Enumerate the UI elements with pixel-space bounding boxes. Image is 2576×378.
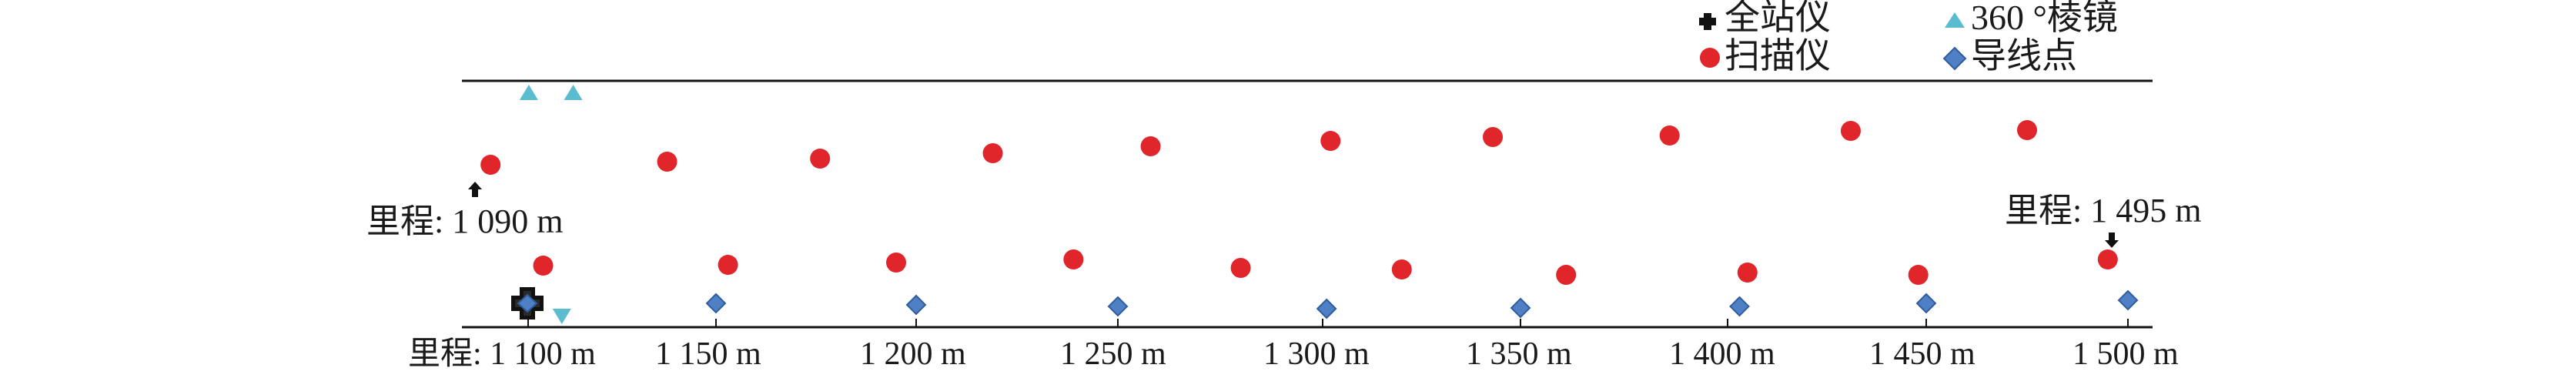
legend-traverse-point-icon <box>1942 46 1967 71</box>
traverse-point-1350 <box>1510 297 1531 319</box>
axis-tick-marks <box>527 319 2129 327</box>
axis-tick-label-1300: 1 300 m <box>1263 336 1370 372</box>
mileage-start-callout: 里程: 1 090 m <box>366 182 563 240</box>
legend-total-station-label: 全站仪 <box>1725 0 1831 37</box>
scanner-point-1280 <box>1230 258 1251 278</box>
total-station-marker <box>511 287 544 319</box>
legend-prism-icon <box>1945 12 1965 28</box>
scanner-point-1361 <box>1556 265 1577 285</box>
axis-tick-label-1250: 1 250 m <box>1060 336 1166 372</box>
mileage-end-label: 里程: 1 495 m <box>2005 192 2201 229</box>
traverse-point-1403 <box>1729 296 1750 317</box>
axis-labels: 里程: 1 100 m 1 150 m 1 200 m 1 250 m 1 30… <box>408 336 2179 372</box>
traverse-point-1150 <box>705 293 727 314</box>
scanner-point-1302 <box>1320 131 1341 151</box>
prism-points <box>519 85 583 324</box>
scanner-point-1320 <box>1391 259 1412 279</box>
scanner-point-1448 <box>1908 265 1929 285</box>
traverse-points <box>517 289 2139 319</box>
scanner-point-1137 <box>657 152 677 172</box>
axis-tick-label-1500: 1 500 m <box>2073 336 2179 372</box>
scanner-point-1386 <box>1659 125 1680 146</box>
scanner-points <box>480 120 2118 285</box>
legend-scanner-label: 扫描仪 <box>1725 36 1831 75</box>
prism-point-2 <box>564 85 583 100</box>
traverse-point-1450 <box>1915 293 1937 314</box>
prism-point-1 <box>519 85 538 100</box>
legend: 全站仪 360 °棱镜 扫描仪 导线点 <box>1699 0 2118 75</box>
axis-tick-label-1400: 1 400 m <box>1669 336 1775 372</box>
legend-total-station-icon <box>1699 13 1716 30</box>
down-arrow-icon <box>2105 232 2119 248</box>
legend-prism-label: 360 °棱镜 <box>1971 0 2118 37</box>
scanner-point-1104 <box>533 256 554 276</box>
scanner-point-1195 <box>886 253 906 273</box>
axis-tick-label-1450: 1 450 m <box>1869 336 1975 372</box>
traverse-point-1250 <box>1107 296 1129 317</box>
scanner-point-1153 <box>718 255 738 275</box>
traverse-point-1301 <box>1316 298 1337 319</box>
mileage-start-label: 里程: 1 090 m <box>366 202 563 240</box>
scanner-point-1258 <box>1140 136 1161 156</box>
axis-tick-label-1100: 里程: 1 100 m <box>408 336 596 372</box>
prism-point-3 <box>552 309 571 324</box>
traverse-point-1200 <box>905 294 927 316</box>
scanner-point-1176 <box>810 149 831 169</box>
scanner-point-1431 <box>1840 121 1861 141</box>
legend-scanner-icon <box>1700 48 1720 68</box>
axis-tick-label-1350: 1 350 m <box>1466 336 1572 372</box>
axis-tick-label-1200: 1 200 m <box>860 336 966 372</box>
mileage-end-callout: 里程: 1 495 m <box>2005 192 2201 248</box>
axis-tick-label-1150: 1 150 m <box>655 336 761 372</box>
scanner-point-1343 <box>1483 127 1504 147</box>
scanner-point-1090 <box>480 155 501 175</box>
scanner-point-1495 <box>2097 249 2118 269</box>
up-arrow-icon <box>468 182 482 197</box>
legend-traverse-point-label: 导线点 <box>1971 36 2077 75</box>
scanner-point-1219 <box>982 143 1003 163</box>
scanner-point-1405 <box>1737 263 1758 283</box>
scanner-point-1239 <box>1063 249 1084 269</box>
scanner-point-1475 <box>2017 120 2037 140</box>
traverse-point-1500 <box>2117 289 2139 311</box>
